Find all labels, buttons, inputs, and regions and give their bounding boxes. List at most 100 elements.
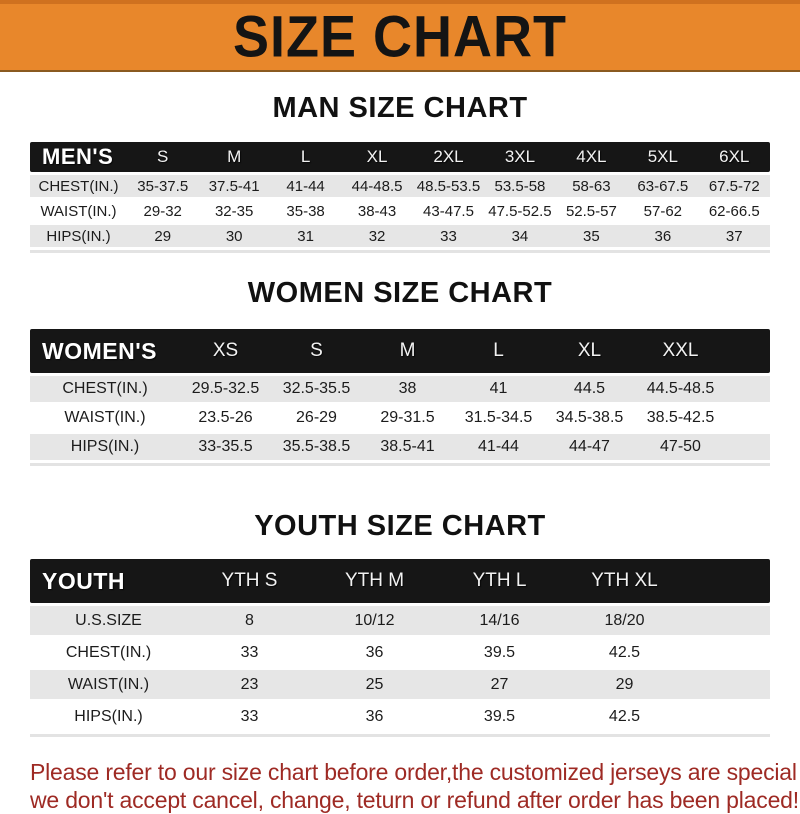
cell-value: 44-47 [569, 438, 610, 455]
cell-value: 32-35 [214, 202, 254, 220]
table-title-cell: MEN'S [42, 144, 114, 169]
man-size-chart-heading: MAN SIZE CHART [272, 92, 528, 124]
size-column-header: YTH XL [591, 570, 658, 591]
cell-value: 41 [489, 380, 508, 397]
womens-size-table: WOMEN'S XS S M L XL XXL CHEST(IN.) 29.5-32.5 32.5… [30, 329, 770, 466]
cell-value: 43-47.5 [423, 202, 474, 220]
mens-size-table: MEN'S S M L XL 2XL 3XL 4XL 5XL 6XL CHEST(IN.) 35-37… [30, 142, 770, 253]
cell-value: 58-63 [572, 177, 611, 195]
cell-value: 57-62 [643, 202, 683, 220]
cell-value: 33-35.5 [198, 438, 253, 455]
row-label: CHEST(IN.) [65, 643, 152, 661]
table-title-cell: YOUTH [42, 567, 125, 594]
table-row: WAIST(IN.) 23.5-26 26-29 29-31.5 31.5-34.5 34… [30, 405, 770, 431]
cell-value: 34.5-38.5 [555, 409, 624, 426]
cell-value: 38 [398, 380, 417, 397]
row-label: CHEST(IN.) [62, 380, 148, 397]
cell-value: 32 [368, 227, 386, 245]
cell-value: 10/12 [354, 611, 395, 629]
cell-value: 38.5-41 [380, 438, 435, 455]
youth-size-chart-heading: YOUTH SIZE CHART [254, 510, 546, 542]
cell-value: 67.5-72 [708, 177, 760, 195]
cell-value: 52.5-57 [565, 202, 617, 220]
cell-value: 37 [725, 227, 743, 245]
disclaimer-text: Please refer to our size chart before or… [30, 758, 800, 814]
cell-value: 29-32 [143, 202, 182, 220]
cell-value: 31.5-34.5 [464, 409, 533, 426]
cell-value: 23 [240, 675, 259, 693]
size-column-header: M [399, 340, 416, 361]
cell-value: 47-50 [660, 438, 701, 455]
size-column-header: XL [577, 340, 602, 361]
size-column-header: M [227, 147, 242, 166]
row-label: CHEST(IN.) [38, 177, 119, 195]
size-column-header: 3XL [504, 147, 536, 166]
table-row: WAIST(IN.) 23 25 27 29 [30, 670, 770, 699]
cell-value: 34 [511, 227, 529, 245]
table-row: CHEST(IN.) 35-37.5 37.5-41 41-44 44-48.5 48.5… [30, 175, 770, 197]
cell-value: 44.5-48.5 [646, 380, 715, 397]
cell-value: 29-31.5 [380, 409, 435, 426]
disclaimer-line-2: we don't accept cancel, change, teturn o… [30, 787, 799, 813]
table-row: HIPS(IN.) 33 36 39.5 42.5 [30, 702, 770, 731]
size-column-header: YTH S [221, 570, 278, 591]
cell-value: 35-38 [286, 202, 325, 220]
cell-value: 63-67.5 [637, 177, 689, 195]
size-column-header: L [300, 147, 311, 166]
cell-value: 30 [225, 227, 243, 245]
cell-value: 39.5 [483, 707, 516, 725]
table-row: HIPS(IN.) 29 30 31 32 33 34 35 36 37 [30, 225, 770, 247]
cell-value: 31 [297, 227, 314, 245]
size-column-header: S [157, 147, 169, 166]
cell-value: 29 [154, 227, 172, 245]
size-column-header: 6XL [719, 147, 750, 166]
cell-value: 62-66.5 [708, 202, 760, 220]
cell-value: 53.5-58 [494, 177, 546, 195]
cell-value: 41-44 [286, 177, 325, 195]
cell-value: 44.5 [573, 380, 606, 397]
size-column-header: 2XL [433, 147, 464, 166]
size-chart-title: SIZE CHART [233, 4, 567, 70]
disclaimer-line-1: Please refer to our size chart before or… [30, 759, 800, 785]
size-column-header: L [493, 340, 504, 361]
cell-value: 37.5-41 [208, 177, 260, 195]
size-column-header: YTH L [472, 570, 527, 591]
cell-value: 38.5-42.5 [646, 409, 715, 426]
size-column-header: XL [366, 147, 388, 166]
row-label: WAIST(IN.) [67, 675, 150, 693]
cell-value: 33 [240, 707, 259, 725]
cell-value: 35 [583, 227, 600, 245]
table-title-cell: WOMEN'S [42, 337, 158, 364]
cell-value: 26-29 [296, 409, 337, 426]
cell-value: 35.5-38.5 [282, 438, 351, 455]
row-label: HIPS(IN.) [70, 438, 140, 455]
cell-value: 35-37.5 [137, 177, 189, 195]
size-column-header: 5XL [647, 147, 678, 166]
cell-value: 14/16 [479, 611, 520, 629]
row-label: HIPS(IN.) [46, 227, 111, 245]
size-column-header: 4XL [576, 147, 607, 166]
cell-value: 8 [245, 611, 254, 629]
cell-value: 47.5-52.5 [488, 202, 552, 220]
cell-value: 39.5 [483, 643, 516, 661]
size-column-header: S [310, 340, 323, 361]
cell-value: 36 [365, 707, 384, 725]
row-label: U.S.SIZE [75, 611, 142, 629]
cell-value: 29 [615, 675, 634, 693]
row-label: HIPS(IN.) [74, 707, 143, 725]
size-column-header: XXL [662, 340, 699, 361]
cell-value: 32.5-35.5 [282, 380, 351, 397]
table-header-row: MEN'S S M L XL 2XL 3XL 4XL 5XL 6XL [30, 142, 770, 172]
cell-value: 27 [490, 675, 509, 693]
table-header-row: YOUTH YTH S YTH M YTH L YTH XL [30, 559, 770, 603]
cell-value: 41-44 [478, 438, 519, 455]
table-row: WAIST(IN.) 29-32 32-35 35-38 38-43 43-47.5 47.… [30, 200, 770, 222]
size-column-header: YTH M [344, 570, 405, 591]
table-row: CHEST(IN.) 33 36 39.5 42.5 [30, 638, 770, 667]
cell-value: 42.5 [608, 643, 641, 661]
cell-value: 42.5 [608, 707, 641, 725]
cell-value: 36 [654, 227, 672, 245]
cell-value: 25 [365, 675, 384, 693]
cell-value: 36 [365, 643, 384, 661]
table-row: U.S.SIZE 8 10/12 14/16 18/20 [30, 606, 770, 635]
